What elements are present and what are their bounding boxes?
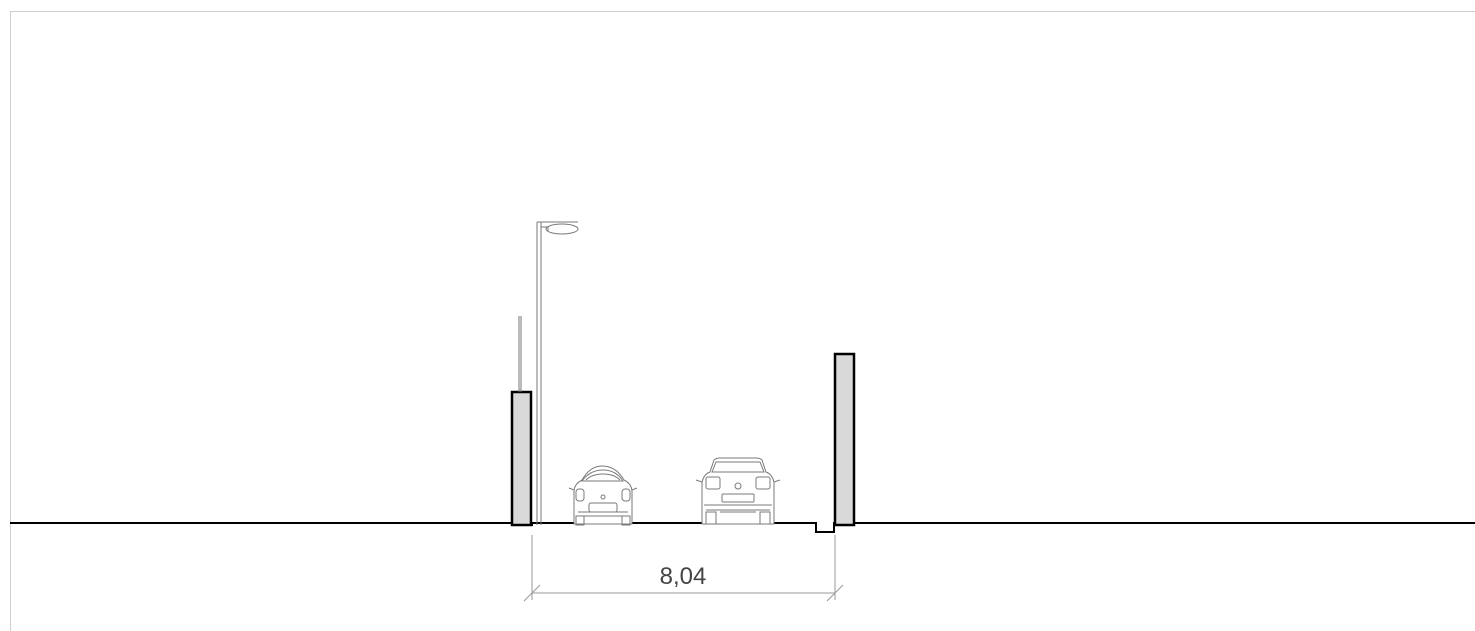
left-wall: [510, 390, 533, 527]
width-dimension-label: 8,04: [660, 563, 707, 590]
curb-step: [815, 523, 834, 533]
dimension-line: [523, 535, 844, 602]
suv-car-icon: [695, 457, 781, 525]
compact-car-icon: [568, 465, 638, 526]
street-section-drawing: 8,04: [10, 221, 1475, 602]
drawing-frame: [10, 11, 1475, 631]
street-lamp-icon: [536, 221, 579, 525]
right-wall: [833, 352, 856, 527]
thin-pole: [518, 316, 522, 392]
